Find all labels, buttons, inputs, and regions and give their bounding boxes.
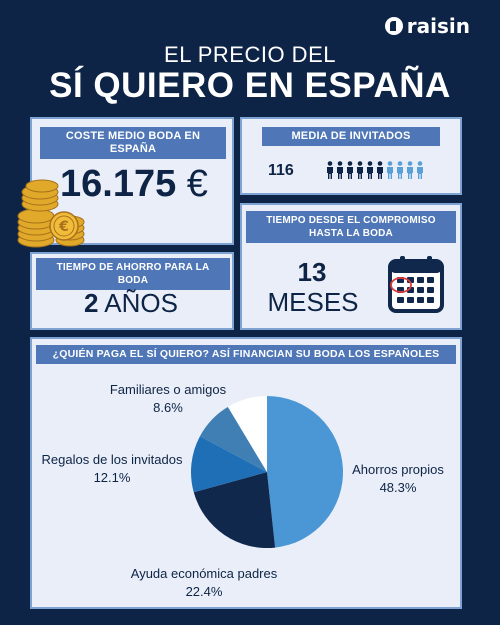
person-icon	[377, 161, 383, 179]
savings-label: TIEMPO DE AHORRO PARA LA BODA	[36, 258, 230, 290]
person-icon	[417, 161, 423, 179]
pie-slice-padres	[193, 472, 276, 548]
savings-panel: TIEMPO DE AHORRO PARA LA BODA 2 AÑOS	[30, 252, 234, 330]
pie-label-familiares: Familiares o amigos 8.6%	[88, 381, 248, 417]
cost-value: 16.175 €	[60, 163, 208, 206]
person-icon	[387, 161, 393, 179]
pie-slice-ahorros	[267, 396, 344, 548]
savings-unit: AÑOS	[104, 288, 178, 318]
page-title-line2: SÍ QUIERO EN ESPAÑA	[49, 66, 451, 105]
pie-label-familiares-value: 8.6%	[153, 400, 183, 415]
raisin-logo: raisin	[384, 14, 470, 38]
funding-label: ¿QUIÉN PAGA EL SÍ QUIERO? ASÍ FINANCIAN …	[36, 345, 456, 364]
pie-label-padres: Ayuda económica padres 22.4%	[104, 565, 304, 601]
coins-stack-icon: €	[17, 179, 85, 248]
calendar-icon	[388, 256, 444, 313]
guests-label: MEDIA DE INVITADOS	[262, 127, 440, 146]
pie-label-padres-name: Ayuda económica padres	[130, 566, 278, 581]
engagement-value: 13	[297, 257, 327, 287]
pie-slice-regalos	[190, 436, 267, 493]
person-icon	[347, 161, 353, 179]
pie-slice-familiares	[199, 406, 267, 472]
pie-label-regalos-name: Regalos de los invitados	[41, 452, 183, 467]
savings-number: 2	[84, 288, 99, 318]
person-icon	[367, 161, 373, 179]
funding-panel: ¿QUIÉN PAGA EL SÍ QUIERO? ASÍ FINANCIAN …	[30, 337, 462, 609]
cost-currency: €	[186, 163, 208, 205]
raisin-logo-icon	[384, 17, 403, 35]
engagement-label: TIEMPO DESDE EL COMPROMISO HASTA LA BODA	[246, 211, 456, 243]
person-icon	[407, 161, 413, 179]
person-icon	[357, 161, 363, 179]
pie-label-ahorros-name: Ahorros propios	[352, 462, 444, 477]
page-title-line1: EL PRECIO DEL	[164, 42, 336, 67]
pie-slice-otros	[227, 396, 267, 472]
person-icon	[397, 161, 403, 179]
guests-value: 116	[268, 162, 294, 179]
cost-label: COSTE MEDIO BODA EN ESPAÑA	[40, 127, 226, 159]
person-icon	[327, 161, 333, 179]
engagement-unit: MESES	[267, 287, 359, 317]
cost-panel: COSTE MEDIO BODA EN ESPAÑA 16.175 €	[30, 117, 234, 245]
engagement-panel: TIEMPO DESDE EL COMPROMISO HASTA LA BODA…	[240, 203, 462, 330]
pie-label-regalos-value: 12.1%	[93, 470, 131, 485]
engagement-label-line2: HASTA LA BODA	[309, 228, 393, 239]
people-row-icon	[326, 161, 424, 179]
funding-pie-chart	[190, 396, 344, 548]
person-icon	[337, 161, 343, 179]
pie-label-ahorros-value: 48.3%	[379, 480, 417, 495]
savings-value: 2 AÑOS	[84, 288, 178, 319]
pie-label-regalos: Regalos de los invitados 12.1%	[32, 451, 192, 487]
cost-amount: 16.175	[60, 163, 177, 205]
guests-panel: MEDIA DE INVITADOS 116	[240, 117, 462, 195]
pie-label-familiares-name: Familiares o amigos	[109, 382, 227, 397]
pie-label-padres-value: 22.4%	[185, 584, 223, 599]
engagement-label-line1: TIEMPO DESDE EL COMPROMISO	[266, 215, 436, 226]
pie-label-ahorros: Ahorros propios 48.3%	[338, 461, 458, 497]
brand-name: raisin	[406, 14, 470, 38]
svg-text:€: €	[58, 219, 69, 235]
